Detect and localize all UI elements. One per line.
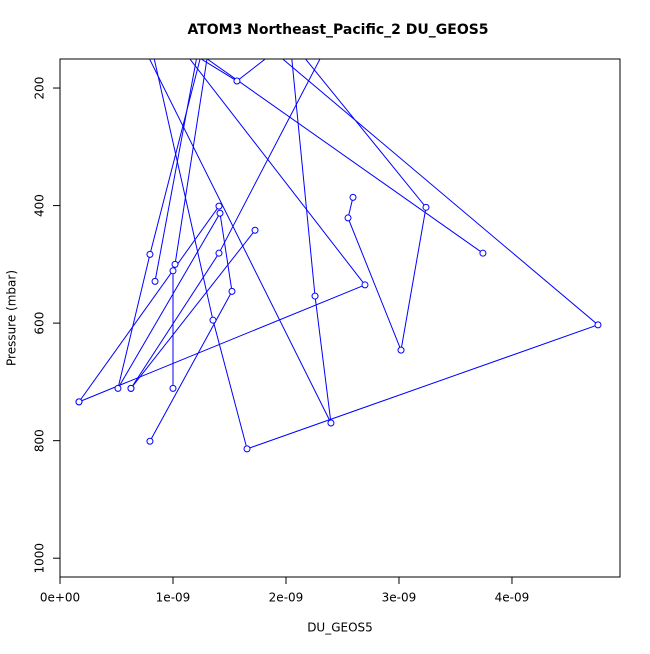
data-point bbox=[233, 77, 241, 85]
data-point bbox=[344, 214, 352, 222]
data-point bbox=[114, 384, 122, 392]
y-tick-label: 800 bbox=[33, 429, 47, 452]
data-point bbox=[146, 437, 154, 445]
plot-area bbox=[75, 59, 602, 453]
chart-title: ATOM3 Northeast_Pacific_2 DU_GEOS5 bbox=[187, 22, 488, 38]
data-point bbox=[127, 384, 135, 392]
y-tick-label: 400 bbox=[33, 194, 47, 217]
data-point bbox=[479, 249, 487, 257]
data-point bbox=[327, 419, 335, 427]
x-axis-label: DU_GEOS5 bbox=[307, 621, 373, 635]
x-tick-label: 3e-09 bbox=[382, 591, 417, 605]
data-point bbox=[75, 398, 83, 406]
data-line bbox=[148, 59, 332, 424]
data-line bbox=[154, 59, 197, 282]
data-point bbox=[311, 292, 319, 300]
data-point bbox=[216, 209, 224, 217]
data-point bbox=[349, 193, 357, 201]
x-tick-label: 2e-09 bbox=[269, 591, 304, 605]
data-line bbox=[206, 59, 484, 254]
data-point bbox=[594, 321, 602, 329]
y-axis-label: Pressure (mbar) bbox=[5, 270, 19, 366]
y-tick-label: 1000 bbox=[33, 543, 47, 574]
data-point bbox=[361, 281, 369, 289]
y-tick-label: 200 bbox=[33, 77, 47, 100]
data-point bbox=[171, 260, 179, 268]
data-line bbox=[117, 59, 233, 442]
data-point bbox=[169, 384, 177, 392]
data-point bbox=[228, 287, 236, 295]
data-point bbox=[209, 316, 217, 324]
data-point bbox=[422, 203, 430, 211]
data-point bbox=[243, 445, 251, 453]
data-point bbox=[251, 226, 259, 234]
data-point bbox=[397, 346, 405, 354]
y-tick-label: 600 bbox=[33, 312, 47, 335]
x-tick-label: 1e-09 bbox=[156, 591, 191, 605]
x-tick-label: 0e+00 bbox=[40, 591, 80, 605]
x-tick-label: 4e-09 bbox=[495, 591, 530, 605]
data-point bbox=[215, 202, 223, 210]
data-point bbox=[146, 250, 154, 258]
data-line bbox=[130, 229, 256, 389]
data-point bbox=[169, 267, 177, 275]
data-point bbox=[215, 249, 223, 257]
data-point bbox=[151, 277, 159, 285]
data-line bbox=[78, 205, 220, 403]
